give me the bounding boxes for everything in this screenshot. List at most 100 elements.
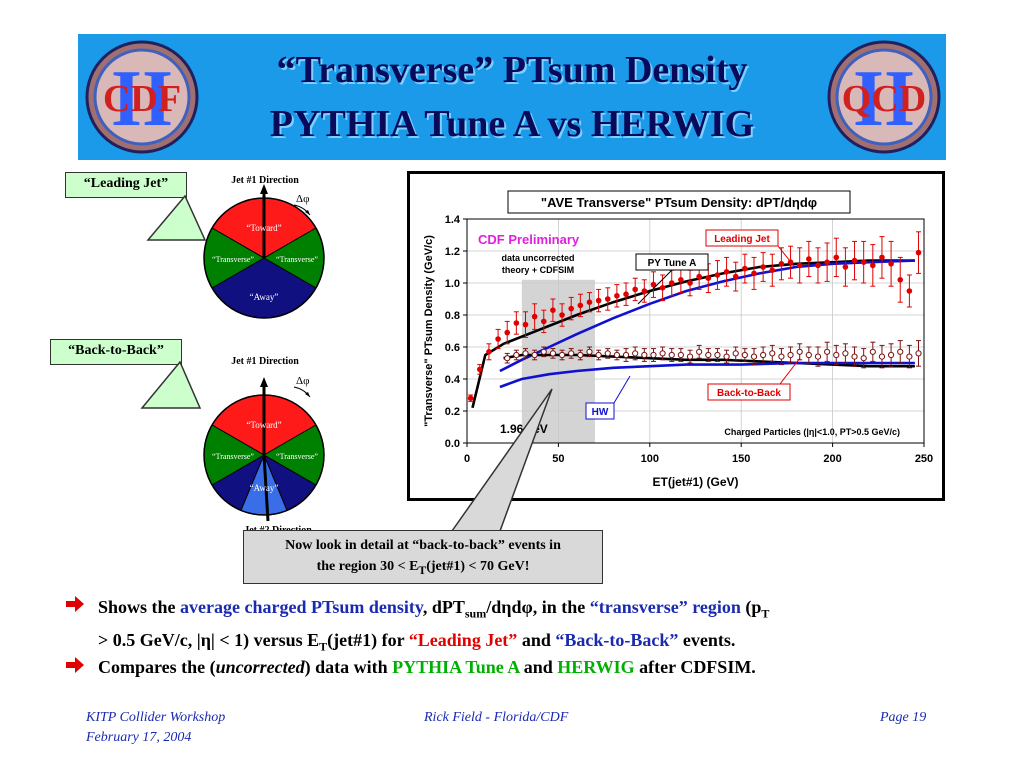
point-back-to-back xyxy=(650,351,657,359)
y-tick-label: 1.2 xyxy=(445,246,460,258)
chart-panel: 0.0 0.2 0.4 0.6 0.8 1.0 1.2 1.4 0 50 100 150 200 250 … xyxy=(407,171,945,501)
point-back-to-back xyxy=(750,353,758,360)
jet1-label-btb: Jet #1 Direction xyxy=(231,356,299,367)
bullet-arrow-icon-1 xyxy=(64,594,88,619)
toward-label-btb: “Toward” xyxy=(246,420,281,430)
point-leading-jet xyxy=(815,262,821,269)
cdf-logo: II CDF xyxy=(85,40,199,154)
bullet2-text-g: after CDFSIM. xyxy=(634,657,756,677)
point-leading-jet xyxy=(531,313,538,320)
point-back-to-back xyxy=(760,351,767,359)
note-line-1: Now look in detail at “back-to-back” eve… xyxy=(285,538,561,553)
point-leading-jet xyxy=(888,261,894,267)
note-line-2-post: (jet#1) < 70 GeV! xyxy=(426,559,530,574)
x-tick-label: 0 xyxy=(464,453,470,465)
bullet1-text-f: (p xyxy=(740,597,762,617)
point-leading-jet xyxy=(732,273,739,280)
bullet1-text-g: > 0.5 GeV/c, |η| < 1) versus E xyxy=(98,629,320,650)
point-back-to-back xyxy=(897,348,904,355)
bullet2-text-e: and xyxy=(519,657,558,677)
point-back-to-back xyxy=(641,351,648,359)
point-leading-jet xyxy=(806,256,812,262)
hw-label: HW xyxy=(592,407,609,418)
point-leading-jet xyxy=(897,277,904,283)
point-leading-jet xyxy=(796,262,803,269)
point-leading-jet xyxy=(568,305,574,312)
x-tick-label: 150 xyxy=(732,453,750,465)
point-back-to-back xyxy=(586,348,593,355)
point-back-to-back xyxy=(814,353,822,360)
point-back-to-back xyxy=(540,348,547,355)
bullet2-text-d: PYTHIA Tune A xyxy=(392,657,520,677)
note-line-2-pre: the region 30 < E xyxy=(316,559,419,574)
point-leading-jet xyxy=(915,249,922,256)
point-back-to-back xyxy=(842,350,849,357)
x-axis-label: ET(jet#1) (GeV) xyxy=(652,475,738,489)
point-back-to-back xyxy=(860,355,867,362)
leading-jet-box xyxy=(705,229,779,247)
point-back-to-back xyxy=(805,351,812,359)
y-tick-label: 1.4 xyxy=(445,214,461,226)
dphi-label-btb: Δφ xyxy=(296,375,309,387)
axes xyxy=(463,218,925,447)
transverse-left-btb: “Transverse” xyxy=(212,452,254,461)
point-leading-jet xyxy=(860,259,867,265)
point-leading-jet xyxy=(577,302,584,309)
point-leading-jet xyxy=(595,297,602,304)
plot-frame xyxy=(466,218,925,444)
point-leading-jet xyxy=(513,320,520,326)
point-back-to-back xyxy=(659,350,666,357)
back-to-back-diagram: Jet #1 Direction Δφ “Toward” “Transverse… xyxy=(140,356,325,535)
transverse-right-btb: “Transverse” xyxy=(276,452,318,461)
point-leading-jet xyxy=(586,299,593,305)
point-leading-jet xyxy=(842,264,849,270)
point-back-to-back xyxy=(504,355,511,362)
point-back-to-back xyxy=(677,351,684,359)
chart-title: "AVE Transverse" PTsum Density: dPT/dηdφ xyxy=(541,195,817,210)
bullet1-text-a: Shows the xyxy=(98,597,181,617)
bullet-2: Compares the (uncorrected) data with PYT… xyxy=(98,654,978,680)
x-tick-label: 250 xyxy=(915,453,933,465)
transverse-left-leading: “Transverse” xyxy=(212,255,254,264)
point-back-to-back xyxy=(887,351,895,359)
bullet-1: Shows the average charged PTsum density,… xyxy=(98,594,978,659)
point-leading-jet xyxy=(906,288,913,294)
point-leading-jet xyxy=(714,272,721,278)
y-tick-label: 0.0 xyxy=(445,438,460,450)
point-back-to-back xyxy=(686,353,694,360)
point-back-to-back xyxy=(577,351,584,359)
point-back-to-back xyxy=(741,351,748,359)
uncorrected-label-2: theory + CDFSIM xyxy=(502,265,574,275)
logo-numeral-left: II xyxy=(111,55,173,143)
chart-labels: 0.0 0.2 0.4 0.6 0.8 1.0 1.2 1.4 0 50 100 150 200 250 xyxy=(445,214,933,465)
point-leading-jet xyxy=(504,329,511,336)
note-line-2-sub: T xyxy=(418,563,427,577)
point-back-to-back xyxy=(714,351,721,359)
point-back-to-back xyxy=(613,351,620,359)
point-leading-jet xyxy=(678,277,684,283)
qcd-logo: II QCD xyxy=(827,40,941,154)
dphi-label-leading: Δφ xyxy=(296,193,309,205)
bullet1-text-l: events. xyxy=(678,629,736,650)
curve-hw-leading-jet xyxy=(499,259,915,373)
point-back-to-back xyxy=(778,353,785,360)
y-tick-label: 0.8 xyxy=(445,310,460,322)
py-tune-pointer xyxy=(637,269,673,305)
point-leading-jet xyxy=(559,312,565,318)
point-back-to-back xyxy=(769,350,776,357)
bullet2-text-a: Compares the ( xyxy=(98,657,216,677)
bullet1-text-i: “Leading Jet” xyxy=(408,629,518,650)
point-leading-jet xyxy=(723,269,730,275)
point-leading-jet xyxy=(632,286,638,293)
point-leading-jet xyxy=(879,254,885,261)
away-label-btb: “Away” xyxy=(250,483,279,493)
y-tick-label: 1.0 xyxy=(445,278,460,290)
point-back-to-back xyxy=(668,351,675,359)
title-banner: “Transverse” PTsum Density PYTHIA Tune A… xyxy=(78,34,946,160)
chart-title-box xyxy=(507,190,851,214)
point-back-to-back xyxy=(906,353,913,360)
point-back-to-back xyxy=(787,351,794,359)
bullet1-text-j: and xyxy=(517,629,556,650)
logo-numeral-right: II xyxy=(853,55,915,143)
point-leading-jet xyxy=(467,395,474,401)
